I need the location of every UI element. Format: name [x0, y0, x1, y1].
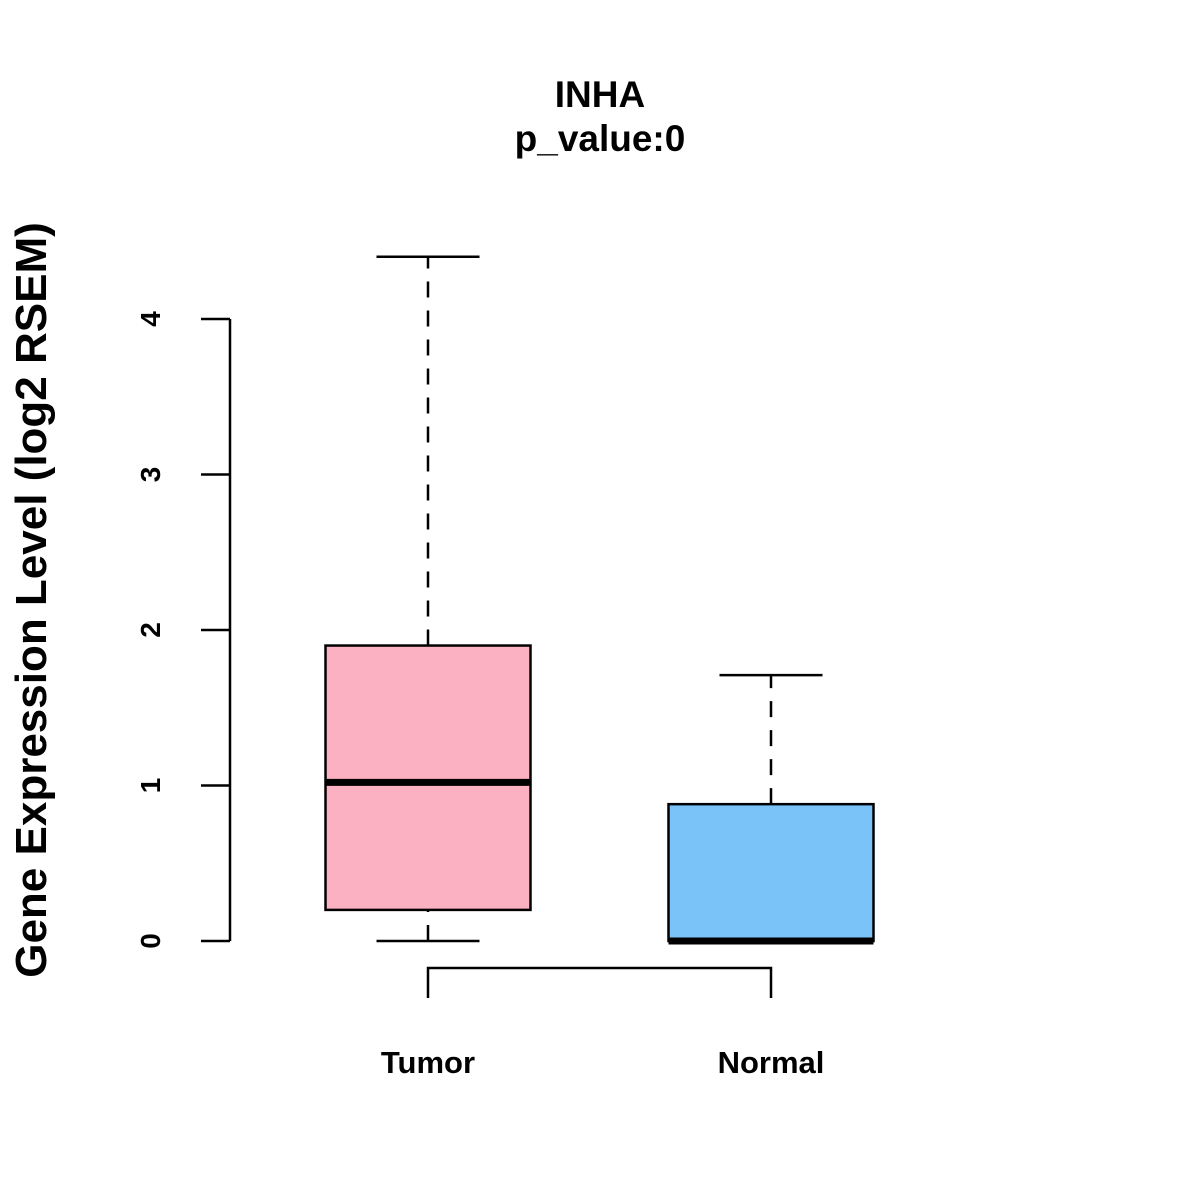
- box-iqr: [324, 644, 532, 912]
- y-tick-label: 1: [135, 778, 166, 794]
- box-iqr: [667, 802, 875, 943]
- chart-title: INHA: [555, 74, 645, 115]
- comparison-bracket: [426, 966, 773, 998]
- bracket-line: [426, 966, 773, 998]
- category-label-normal: Normal: [718, 1045, 825, 1080]
- box-group-normal: [667, 673, 875, 945]
- y-axis-label: Gene Expression Level (log2 RSEM): [7, 222, 56, 978]
- y-tick-label: 3: [135, 467, 166, 483]
- boxes: [324, 255, 875, 945]
- y-tick-label: 0: [135, 933, 166, 949]
- y-axis: 0 1 2 3 4: [135, 311, 232, 949]
- y-tick-label: 4: [135, 311, 166, 327]
- box-group-tumor: [324, 255, 532, 943]
- chart-subtitle: p_value:0: [515, 118, 686, 159]
- category-labels: Tumor Normal: [381, 1045, 824, 1080]
- category-label-tumor: Tumor: [381, 1045, 475, 1080]
- y-tick-label: 2: [135, 622, 166, 638]
